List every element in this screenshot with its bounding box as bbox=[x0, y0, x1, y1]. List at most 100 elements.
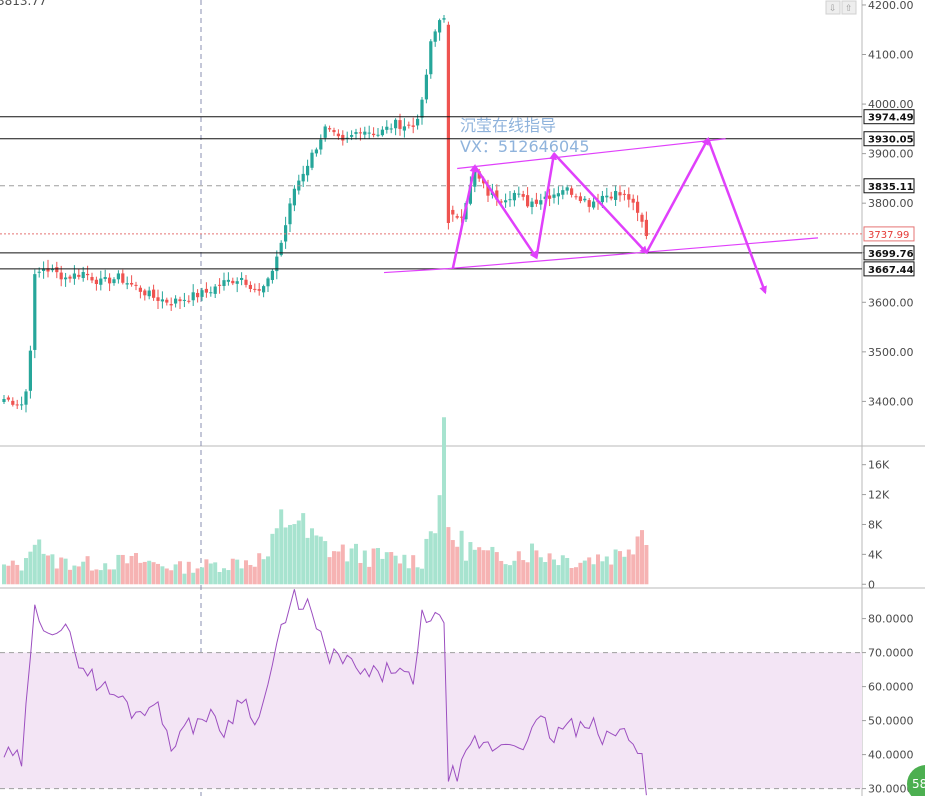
volume-bar[interactable] bbox=[587, 557, 592, 585]
volume-bar[interactable] bbox=[635, 536, 640, 585]
volume-bar[interactable] bbox=[156, 563, 160, 585]
volume-bar[interactable] bbox=[340, 544, 345, 585]
volume-bar[interactable] bbox=[50, 554, 55, 585]
candle[interactable] bbox=[622, 189, 626, 201]
candle[interactable] bbox=[451, 205, 455, 222]
volume-bar[interactable] bbox=[538, 557, 543, 585]
candle[interactable] bbox=[521, 190, 525, 201]
volume-bar[interactable] bbox=[596, 554, 600, 585]
volume-bar[interactable] bbox=[24, 558, 28, 585]
volume-bar[interactable] bbox=[358, 562, 363, 585]
volume-bar[interactable] bbox=[107, 569, 112, 585]
candle[interactable] bbox=[301, 165, 305, 188]
arrow-down-icon[interactable]: ⇩ bbox=[825, 0, 841, 15]
candle[interactable] bbox=[262, 284, 266, 298]
volume-bar[interactable] bbox=[296, 520, 301, 585]
candle[interactable] bbox=[103, 269, 107, 282]
candle[interactable] bbox=[605, 187, 609, 203]
candle[interactable] bbox=[336, 129, 340, 140]
candle[interactable] bbox=[130, 275, 134, 287]
volume-bar[interactable] bbox=[257, 553, 262, 585]
volume-bar[interactable] bbox=[134, 553, 138, 585]
arrow-up-icon[interactable]: ⇧ bbox=[841, 0, 857, 15]
candle[interactable] bbox=[332, 127, 336, 136]
volume-bar[interactable] bbox=[393, 555, 398, 585]
volume-bar[interactable] bbox=[516, 551, 521, 585]
candle[interactable] bbox=[28, 345, 32, 399]
candle[interactable] bbox=[402, 118, 406, 138]
volume-bar[interactable] bbox=[464, 560, 468, 585]
volume-bar[interactable] bbox=[19, 570, 24, 585]
volume-bar[interactable] bbox=[90, 570, 94, 585]
volume-bar[interactable] bbox=[318, 536, 323, 585]
volume-bar[interactable] bbox=[85, 556, 90, 585]
candle[interactable] bbox=[420, 97, 424, 125]
candle[interactable] bbox=[424, 69, 428, 104]
volume-bar[interactable] bbox=[521, 560, 526, 585]
candle[interactable] bbox=[561, 185, 565, 200]
volume-bar[interactable] bbox=[63, 558, 68, 585]
candle[interactable] bbox=[314, 147, 318, 157]
volume-bar[interactable] bbox=[252, 566, 257, 585]
volume-bar[interactable] bbox=[367, 566, 372, 585]
candle[interactable] bbox=[372, 127, 376, 138]
candle[interactable] bbox=[455, 213, 459, 220]
volume-bar[interactable] bbox=[301, 513, 306, 585]
volume-bar[interactable] bbox=[10, 560, 15, 585]
volume-bar[interactable] bbox=[283, 527, 288, 585]
candle[interactable] bbox=[33, 269, 37, 359]
volume-bar[interactable] bbox=[626, 549, 631, 585]
volume-bar[interactable] bbox=[354, 543, 358, 585]
candle[interactable] bbox=[328, 125, 332, 132]
volume-bar[interactable] bbox=[613, 549, 618, 585]
candle[interactable] bbox=[6, 395, 10, 402]
volume-bar[interactable] bbox=[543, 562, 548, 585]
volume-bar[interactable] bbox=[41, 553, 46, 585]
volume-bar[interactable] bbox=[402, 554, 407, 585]
candle[interactable] bbox=[240, 272, 244, 286]
price-panel[interactable] bbox=[2, 15, 648, 413]
volume-bar[interactable] bbox=[332, 551, 336, 585]
candle[interactable] bbox=[618, 185, 622, 202]
volume-bar[interactable] bbox=[384, 552, 389, 585]
candle[interactable] bbox=[50, 264, 54, 273]
volume-bar[interactable] bbox=[204, 559, 209, 585]
volume-bar[interactable] bbox=[336, 551, 341, 585]
volume-bar[interactable] bbox=[15, 564, 20, 585]
volume-bar[interactable] bbox=[591, 564, 596, 585]
candle[interactable] bbox=[2, 395, 6, 405]
candle[interactable] bbox=[125, 276, 129, 290]
candle[interactable] bbox=[394, 118, 398, 136]
volume-bar[interactable] bbox=[59, 557, 64, 585]
candle[interactable] bbox=[72, 265, 76, 285]
volume-bar[interactable] bbox=[411, 555, 416, 585]
volume-bar[interactable] bbox=[164, 568, 169, 585]
volume-bar[interactable] bbox=[314, 535, 319, 585]
candle[interactable] bbox=[429, 39, 433, 79]
volume-bar[interactable] bbox=[556, 565, 561, 585]
candle[interactable] bbox=[292, 185, 296, 212]
volume-bar[interactable] bbox=[37, 539, 42, 585]
candle[interactable] bbox=[583, 196, 587, 203]
candle[interactable] bbox=[345, 131, 349, 143]
volume-bar[interactable] bbox=[406, 568, 411, 585]
candle[interactable] bbox=[42, 261, 46, 279]
candle[interactable] bbox=[640, 212, 644, 228]
candle[interactable] bbox=[235, 277, 239, 293]
candle[interactable] bbox=[363, 126, 367, 140]
candle[interactable] bbox=[407, 121, 411, 129]
candle[interactable] bbox=[218, 278, 222, 294]
volume-bar[interactable] bbox=[362, 550, 367, 585]
candle[interactable] bbox=[200, 287, 204, 302]
candle[interactable] bbox=[578, 192, 582, 204]
candle[interactable] bbox=[178, 296, 182, 310]
volume-bar[interactable] bbox=[182, 573, 187, 585]
volume-bar[interactable] bbox=[398, 563, 402, 585]
candle[interactable] bbox=[143, 288, 147, 301]
volume-bar[interactable] bbox=[248, 564, 253, 585]
volume-bar[interactable] bbox=[486, 550, 490, 585]
candle[interactable] bbox=[548, 188, 552, 207]
volume-bar[interactable] bbox=[376, 548, 380, 585]
volume-bar[interactable] bbox=[6, 565, 11, 585]
volume-bar[interactable] bbox=[569, 568, 574, 585]
